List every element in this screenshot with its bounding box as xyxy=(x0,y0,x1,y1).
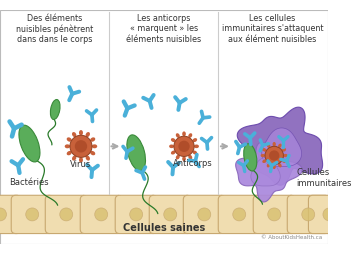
Ellipse shape xyxy=(283,154,288,157)
Circle shape xyxy=(164,208,177,221)
Ellipse shape xyxy=(72,155,77,161)
Ellipse shape xyxy=(282,159,286,163)
Text: Des éléments
nuisibles pénètrent
dans dans le corps: Des éléments nuisibles pénètrent dans da… xyxy=(16,14,93,44)
Ellipse shape xyxy=(85,155,90,161)
Ellipse shape xyxy=(176,133,180,138)
Ellipse shape xyxy=(90,137,95,142)
Ellipse shape xyxy=(273,142,276,147)
Ellipse shape xyxy=(278,144,282,148)
Circle shape xyxy=(198,208,211,221)
Ellipse shape xyxy=(171,138,176,142)
Ellipse shape xyxy=(169,145,174,148)
Ellipse shape xyxy=(67,151,72,155)
Ellipse shape xyxy=(65,144,70,148)
FancyBboxPatch shape xyxy=(115,195,157,233)
Circle shape xyxy=(265,146,283,165)
FancyBboxPatch shape xyxy=(218,195,260,233)
Ellipse shape xyxy=(193,138,197,142)
Ellipse shape xyxy=(278,163,282,167)
Ellipse shape xyxy=(282,148,286,152)
Ellipse shape xyxy=(51,100,60,120)
Text: © AboutKidsHealth.ca: © AboutKidsHealth.ca xyxy=(261,235,322,240)
Ellipse shape xyxy=(79,157,83,163)
Ellipse shape xyxy=(194,145,199,148)
Circle shape xyxy=(0,208,6,221)
FancyBboxPatch shape xyxy=(253,195,295,233)
FancyBboxPatch shape xyxy=(308,195,350,233)
Ellipse shape xyxy=(72,132,77,137)
Circle shape xyxy=(268,208,281,221)
Ellipse shape xyxy=(79,130,83,135)
FancyBboxPatch shape xyxy=(11,195,53,233)
Ellipse shape xyxy=(85,132,90,137)
Ellipse shape xyxy=(127,135,146,171)
Ellipse shape xyxy=(90,151,95,155)
Circle shape xyxy=(174,136,194,156)
Text: Les anticorps
« marquent » les
éléments nuisibles: Les anticorps « marquent » les éléments … xyxy=(126,14,201,44)
Circle shape xyxy=(302,208,315,221)
FancyBboxPatch shape xyxy=(80,195,122,233)
Ellipse shape xyxy=(262,148,267,152)
Circle shape xyxy=(60,208,73,221)
Text: Virus: Virus xyxy=(70,160,91,169)
Circle shape xyxy=(233,208,246,221)
Circle shape xyxy=(178,141,190,152)
Circle shape xyxy=(70,135,92,157)
FancyBboxPatch shape xyxy=(0,10,328,244)
Ellipse shape xyxy=(188,155,192,160)
FancyBboxPatch shape xyxy=(183,195,225,233)
Ellipse shape xyxy=(267,163,270,167)
Ellipse shape xyxy=(67,137,72,142)
Text: Cellules saines: Cellules saines xyxy=(123,223,205,233)
FancyBboxPatch shape xyxy=(45,195,87,233)
Ellipse shape xyxy=(262,159,267,163)
Circle shape xyxy=(26,208,39,221)
Polygon shape xyxy=(236,142,302,202)
Polygon shape xyxy=(251,158,280,186)
Ellipse shape xyxy=(92,144,97,148)
Ellipse shape xyxy=(19,125,40,162)
Ellipse shape xyxy=(176,155,180,160)
Ellipse shape xyxy=(193,151,197,154)
Ellipse shape xyxy=(182,131,186,136)
Polygon shape xyxy=(237,107,323,185)
Ellipse shape xyxy=(261,154,265,157)
Text: Bactéries: Bactéries xyxy=(9,178,49,187)
Ellipse shape xyxy=(171,151,176,154)
Text: Les cellules
immunitaires s'attaquent
aux élément nuisibles: Les cellules immunitaires s'attaquent au… xyxy=(222,14,323,44)
Circle shape xyxy=(130,208,143,221)
Circle shape xyxy=(75,140,87,152)
Text: Cellules
immunitaires: Cellules immunitaires xyxy=(296,168,352,188)
Ellipse shape xyxy=(273,165,276,169)
Text: Anticorps: Anticorps xyxy=(173,159,213,168)
Circle shape xyxy=(269,150,279,161)
Polygon shape xyxy=(262,128,302,166)
FancyBboxPatch shape xyxy=(287,195,329,233)
Ellipse shape xyxy=(244,144,257,171)
Ellipse shape xyxy=(188,133,192,138)
Ellipse shape xyxy=(267,144,270,148)
Circle shape xyxy=(323,208,336,221)
Ellipse shape xyxy=(182,156,186,161)
FancyBboxPatch shape xyxy=(0,195,21,233)
FancyBboxPatch shape xyxy=(149,195,191,233)
Circle shape xyxy=(95,208,108,221)
